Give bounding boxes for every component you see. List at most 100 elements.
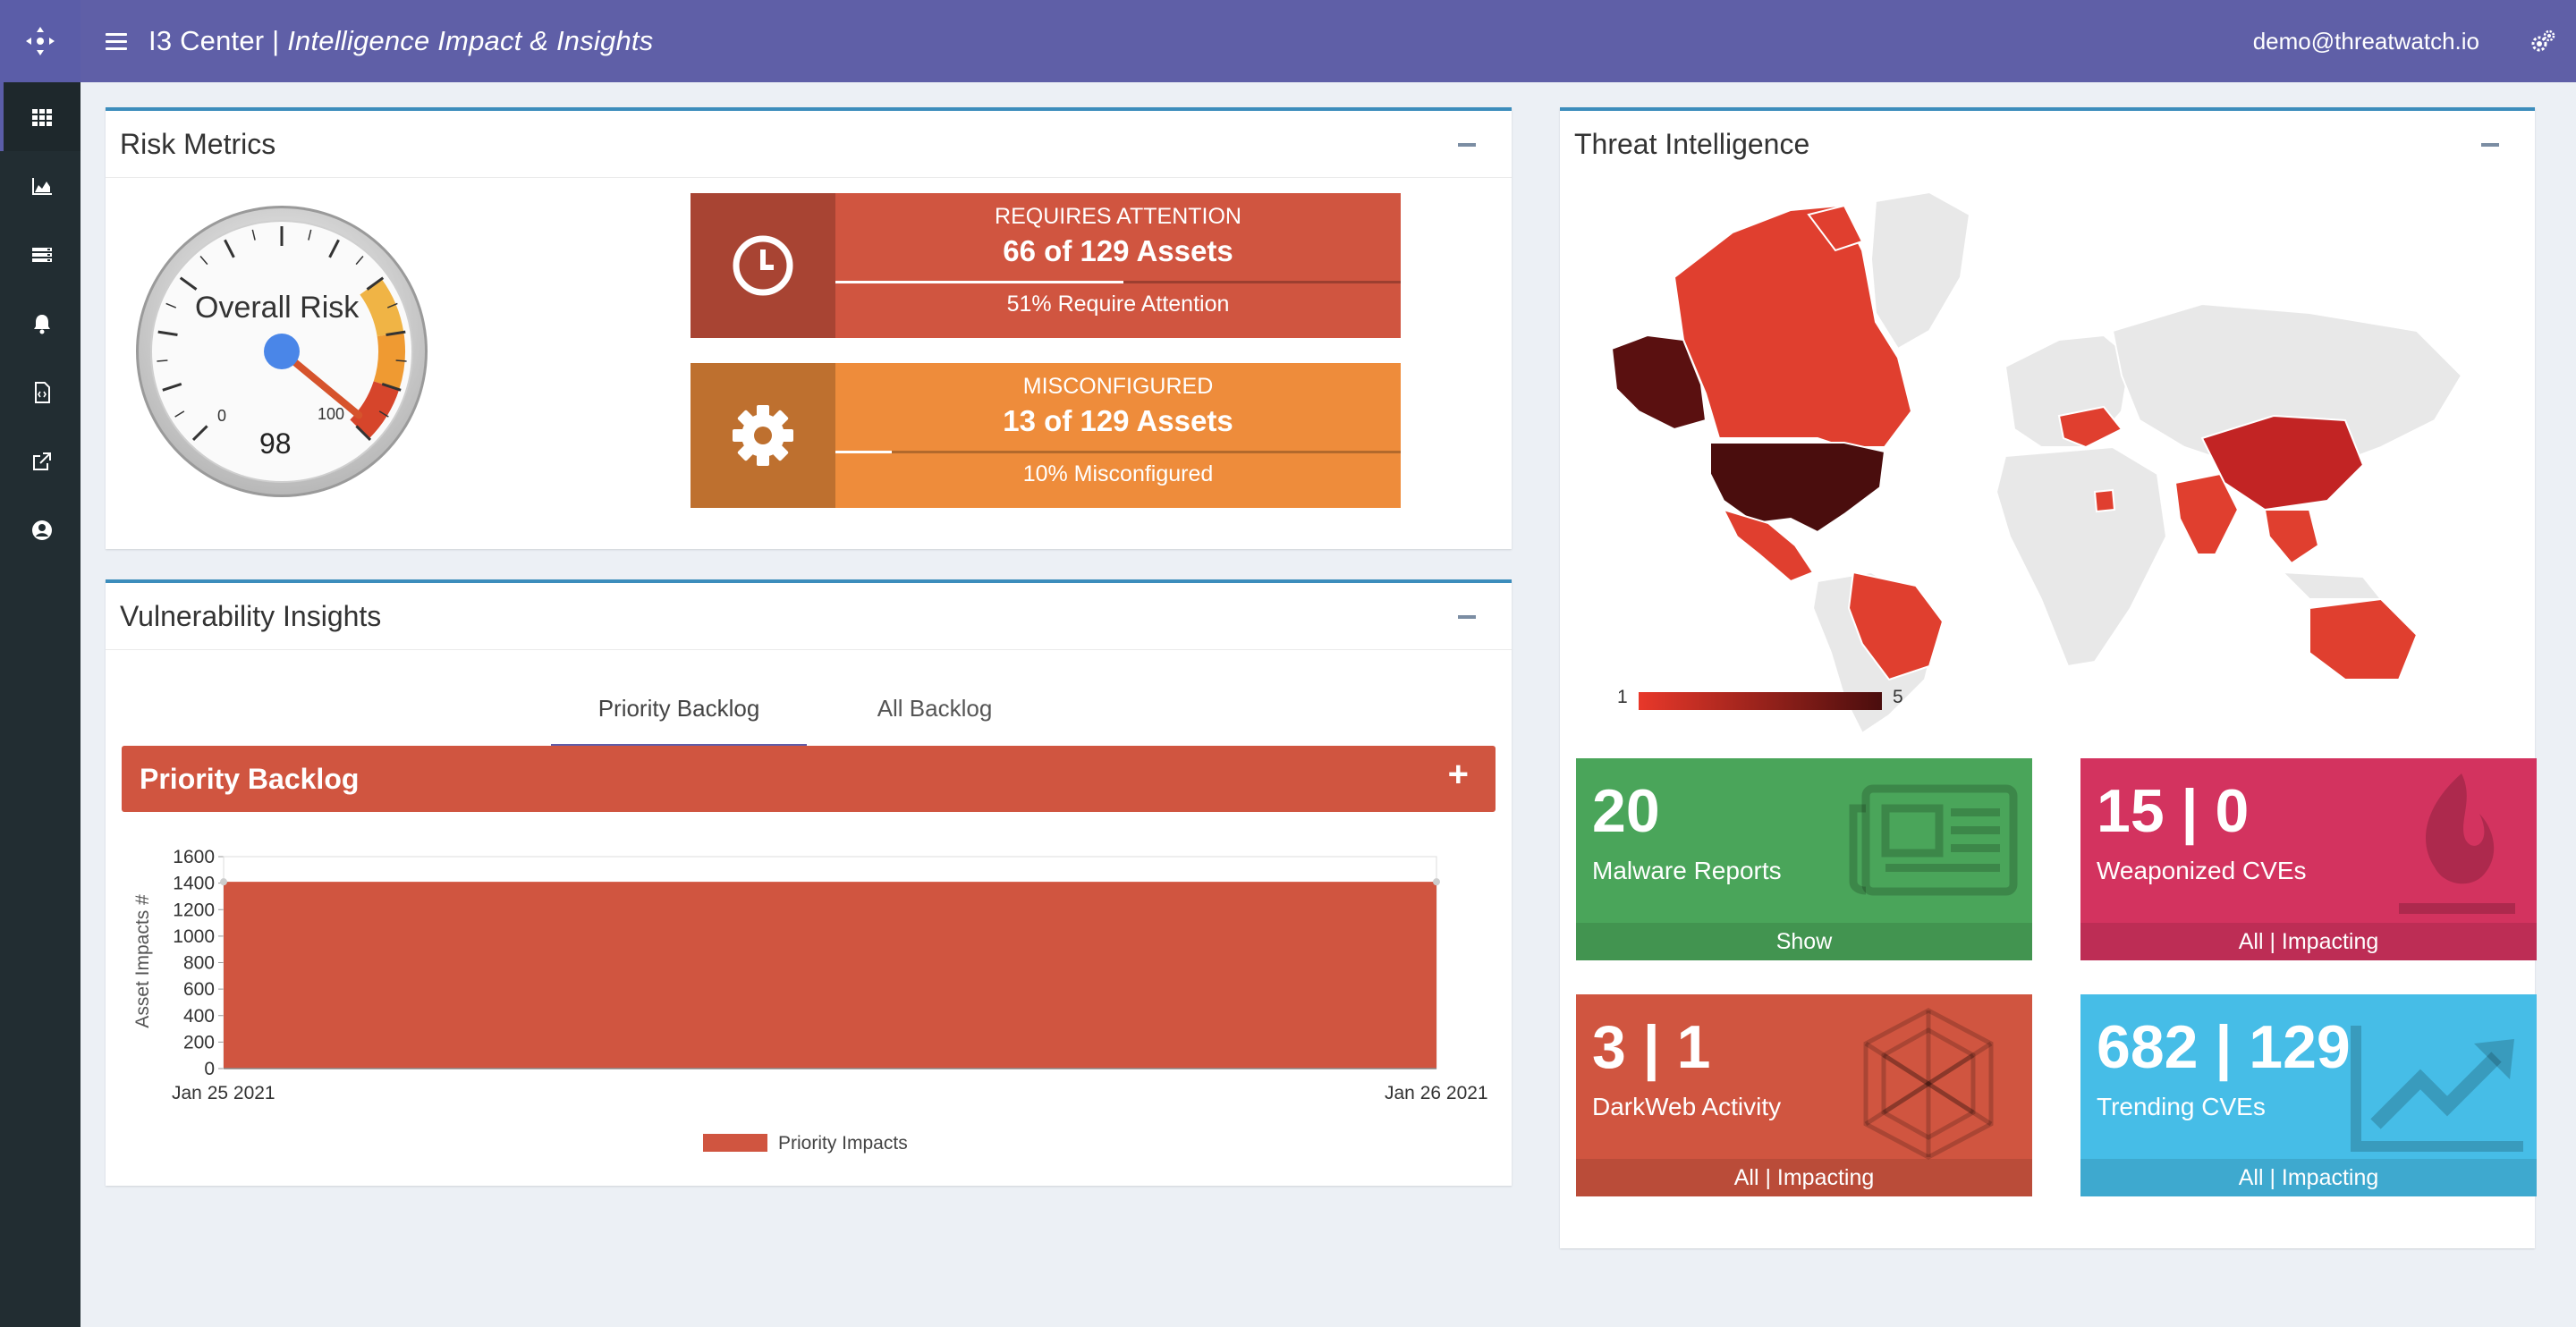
sidebar-item-dashboard[interactable] <box>0 82 80 151</box>
box-footer-link[interactable]: All | Impacting <box>2080 1159 2537 1196</box>
box-value: 3 | 1 <box>1592 1013 1711 1081</box>
gauge-tick <box>386 330 406 337</box>
logo[interactable] <box>0 0 80 82</box>
gauge-tick <box>191 425 208 442</box>
progress-fill <box>835 281 1124 283</box>
chart-y-tick-label: 400 <box>183 1006 215 1027</box>
chart-x-tick-label: Jan 26 2021 <box>1385 1083 1488 1103</box>
gauge-tick <box>174 410 185 418</box>
sidebar-item-assets[interactable] <box>0 220 80 289</box>
requires-attention-box[interactable]: REQUIRES ATTENTION 66 of 129 Assets 51% … <box>691 193 1401 338</box>
sidebar-item-analytics[interactable] <box>0 151 80 220</box>
gauge-max-label: 100 <box>318 405 345 423</box>
priority-backlog-bar[interactable]: Priority Backlog + <box>122 746 1496 812</box>
user-circle-icon <box>32 520 52 540</box>
chart-y-tick-label: 600 <box>183 979 215 1000</box>
box-label: Trending CVEs <box>2097 1093 2266 1120</box>
map-region-brazil <box>1847 571 1945 681</box>
sidebar-item-alerts[interactable] <box>0 289 80 358</box>
metric-label: MISCONFIGURED <box>1022 374 1214 399</box>
tab-all-backlog[interactable]: All Backlog <box>877 694 993 722</box>
map-region-middle-east <box>2093 488 2116 513</box>
malware-reports-box[interactable]: 20 Malware Reports Show <box>1576 758 2032 960</box>
priority-backlog-chart: 0 200 400 600 800 1000 1200 1400 1600 Jan 25 202… <box>132 847 1488 1154</box>
collapse-icon[interactable] <box>2481 143 2499 147</box>
map-legend-min: 1 <box>1617 687 1628 707</box>
metric-subtext: 51% Require Attention <box>1006 292 1230 317</box>
newspaper-icon <box>1849 784 2018 896</box>
gauge-tick <box>199 256 208 266</box>
gauge-tick <box>179 276 198 291</box>
map-legend-bar <box>1639 692 1882 710</box>
chart-y-tick-label: 800 <box>183 953 215 974</box>
expand-plus-icon[interactable]: + <box>1447 755 1469 794</box>
chart-y-tick-label: 1400 <box>173 874 215 894</box>
map-legend-max: 5 <box>1893 687 1903 707</box>
box-footer-link[interactable]: All | Impacting <box>2080 923 2537 960</box>
box-label: Weaponized CVEs <box>2097 857 2307 884</box>
backlog-tabs: Priority Backlog All Backlog <box>551 672 1063 748</box>
sidebar-item-profile[interactable] <box>0 495 80 564</box>
weaponized-cves-box[interactable]: 15 | 0 Weaponized CVEs All | Impacting <box>2080 758 2537 960</box>
map-region-mexico <box>1722 508 1815 583</box>
grid-icon <box>32 108 52 126</box>
gauge-min-label: 0 <box>217 407 227 425</box>
gauge-tick <box>308 229 312 241</box>
icon-area <box>691 193 835 338</box>
map-region-alaska <box>1610 334 1707 431</box>
overall-risk-gauge <box>136 206 428 497</box>
progress-fill <box>835 451 893 453</box>
title-prefix: I3 Center | <box>148 25 288 56</box>
trend-up-icon <box>2351 1026 2523 1152</box>
gear-icon <box>733 405 793 466</box>
box-footer-link[interactable]: Show <box>1576 923 2032 960</box>
vulnerability-insights-header: Vulnerability Insights <box>106 583 1512 650</box>
gauge-value: 98 <box>259 427 292 460</box>
threat-world-map[interactable] <box>1576 179 2470 733</box>
gauge-tick <box>355 425 372 442</box>
map-region-africa <box>1995 445 2168 668</box>
gauge-tick <box>157 359 168 362</box>
sidebar-item-integrations[interactable] <box>0 427 80 495</box>
tab-priority-backlog[interactable]: Priority Backlog <box>551 672 807 748</box>
clock-icon <box>733 235 793 296</box>
metric-count: 66 of 129 Assets <box>1003 234 1233 267</box>
sidebar-item-reports[interactable] <box>0 358 80 427</box>
chart-x-tick-label: Jan 25 2021 <box>172 1083 275 1103</box>
map-region-usa <box>1709 442 1886 534</box>
gauge-tick <box>157 330 178 337</box>
user-email[interactable]: demo@threatwatch.io <box>2252 27 2479 55</box>
gauge-tick <box>162 383 182 392</box>
chart-y-tick-label: 1200 <box>173 900 215 920</box>
darkweb-activity-box[interactable]: 3 | 1 DarkWeb Activity All | Impacting <box>1576 994 2032 1196</box>
chart-y-axis-label: Asset Impacts # <box>132 894 153 1028</box>
settings-gears-icon[interactable] <box>2529 29 2556 55</box>
map-region-asia <box>2111 302 2463 476</box>
risk-metrics-header: Risk Metrics <box>106 111 1512 178</box>
chart-y-tick-label: 1600 <box>173 847 215 867</box>
box-footer-link[interactable]: All | Impacting <box>1576 1159 2032 1196</box>
box-label: Malware Reports <box>1592 857 1782 884</box>
backlog-bar-title: Priority Backlog <box>140 762 360 795</box>
metric-label: REQUIRES ATTENTION <box>995 204 1241 229</box>
chart-point <box>1433 878 1440 886</box>
bell-icon <box>34 314 50 334</box>
trending-cves-box[interactable]: 682 | 129 Trending CVEs All | Impacting <box>2080 994 2537 1196</box>
sidebar <box>0 0 80 1327</box>
icon-area <box>691 363 835 508</box>
box-label: DarkWeb Activity <box>1592 1093 1782 1120</box>
box-value: 20 <box>1592 777 1660 845</box>
menu-toggle-icon[interactable] <box>106 32 127 50</box>
collapse-icon[interactable] <box>1458 615 1476 619</box>
panel-title: Vulnerability Insights <box>120 599 382 632</box>
gauge-tick <box>165 302 177 309</box>
server-list-icon <box>32 247 52 262</box>
gauge-tick <box>355 256 364 266</box>
gauge-tick <box>328 239 340 258</box>
collapse-icon[interactable] <box>1458 143 1476 147</box>
map-region-arctic <box>1807 204 1864 252</box>
panel-title: Threat Intelligence <box>1574 127 1810 160</box>
misconfigured-box[interactable]: MISCONFIGURED 13 of 129 Assets 10% Misco… <box>691 363 1401 508</box>
gauge-tick <box>378 410 389 418</box>
progress-track <box>835 451 1401 453</box>
